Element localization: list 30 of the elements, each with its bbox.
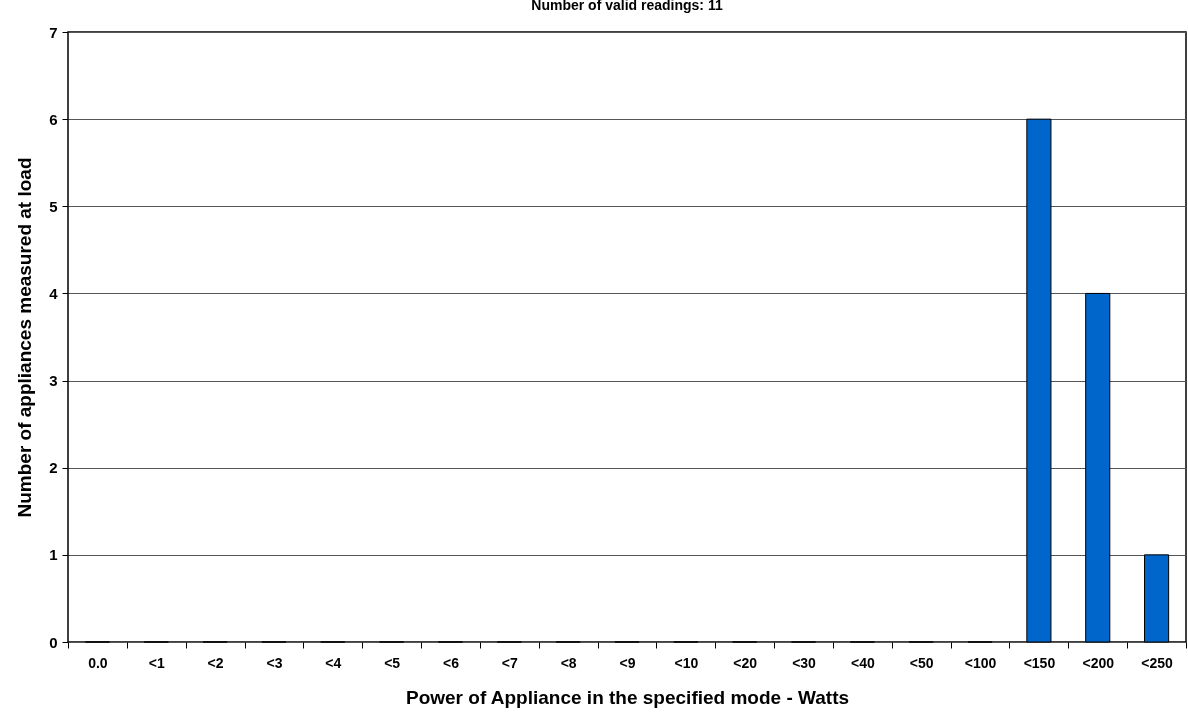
x-tick-label: <2 [207,654,224,671]
x-tick-label: <5 [384,654,401,671]
x-tick-label: <100 [964,654,997,671]
x-tick-label: <1 [148,654,165,671]
y-tick-label: 3 [49,372,58,390]
x-tick-label: <250 [1141,654,1174,671]
x-tick-label: <40 [850,654,875,671]
y-tick-label: 4 [49,284,59,302]
x-tick-label: <7 [501,654,519,671]
x-tick-label: <3 [266,654,283,671]
chart-title: Number of valid readings: 11 [531,0,723,13]
y-tick-label: 1 [49,546,58,564]
x-tick-label: <200 [1082,654,1115,671]
x-tick-label: <8 [560,654,577,671]
x-tick-label: <150 [1023,654,1056,671]
x-axis-title: Power of Appliance in the specified mode - Watts [405,686,850,708]
y-tick-label: 2 [49,459,58,477]
x-tick-label: <9 [619,654,636,671]
y-tick-label: 7 [49,23,58,41]
x-tick-label: <10 [674,654,699,671]
x-tick-label: <4 [325,654,342,671]
y-tick-label: 5 [49,197,58,215]
x-tick-label: <20 [733,654,758,671]
x-tick-label: <50 [909,654,934,671]
x-tick-label: <30 [792,654,817,671]
y-axis-title: Number of appliances measured at load [14,157,36,518]
y-tick-label: 6 [49,110,58,128]
x-tick-label: 0.0 [88,654,108,671]
x-tick-label: <6 [442,654,460,671]
y-tick-label: 0 [49,633,58,651]
